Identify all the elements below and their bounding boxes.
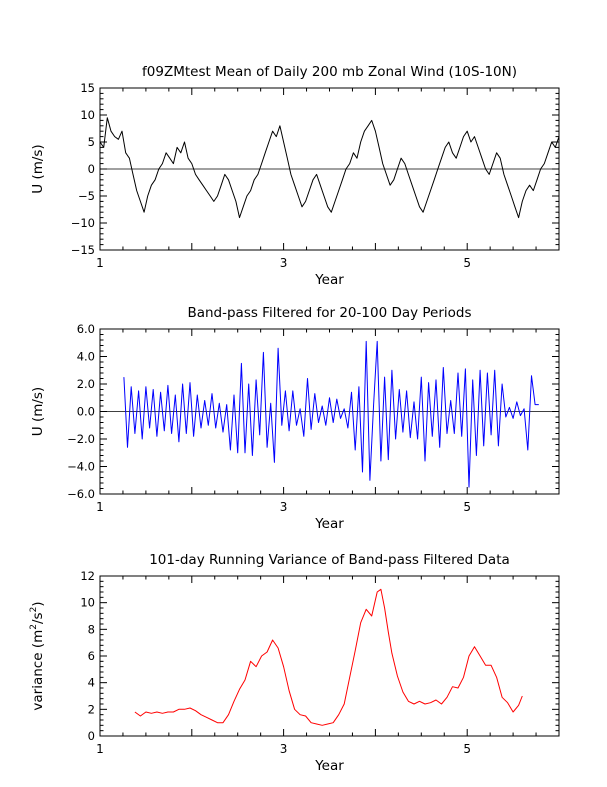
chart-title: Band-pass Filtered for 20-100 Day Period… (187, 305, 471, 321)
x-axis-label: Year (314, 272, 344, 288)
panel-zonal-wind: f09ZMtest Mean of Daily 200 mb Zonal Win… (30, 64, 560, 288)
y-tick-label: 4 (88, 676, 95, 690)
x-tick-label: 5 (463, 742, 471, 756)
y-tick-label: 10 (80, 596, 95, 610)
y-tick-label: −15 (71, 243, 95, 257)
x-tick-label: 5 (463, 256, 471, 270)
chart-title: f09ZMtest Mean of Daily 200 mb Zonal Win… (142, 64, 517, 80)
y-tick-label: −5 (78, 189, 95, 203)
y-tick-label: 2 (88, 702, 95, 716)
y-tick-label: 0 (88, 729, 95, 743)
y-tick-label: 4.0 (77, 350, 95, 364)
y-tick-label: −10 (71, 216, 95, 230)
panel-running-variance: 101-day Running Variance of Band-pass Fi… (29, 552, 560, 774)
y-axis-label: U (m/s) (30, 387, 46, 436)
y-tick-label: 6.0 (77, 322, 95, 336)
y-tick-label: 6 (88, 649, 95, 663)
y-axis-label: U (m/s) (30, 144, 46, 193)
y-tick-label: 10 (80, 108, 95, 122)
data-series-line (134, 588, 523, 726)
x-tick-label: 1 (96, 256, 104, 270)
y-tick-label: −2.0 (67, 432, 95, 446)
y-tick-label: 8 (88, 622, 95, 636)
data-series-line (123, 340, 539, 488)
y-tick-label: 12 (80, 569, 95, 583)
x-tick-label: 5 (463, 500, 471, 514)
x-axis-label: Year (314, 758, 344, 774)
x-tick-label: 3 (280, 742, 288, 756)
x-axis-label: Year (314, 516, 344, 532)
y-tick-label: −4.0 (67, 460, 95, 474)
x-tick-label: 1 (96, 500, 104, 514)
y-tick-label: 5 (88, 135, 95, 149)
y-tick-label: 15 (80, 81, 95, 95)
y-tick-label: 0 (88, 162, 95, 176)
chart-title: 101-day Running Variance of Band-pass Fi… (149, 552, 510, 568)
data-series-line (99, 117, 560, 219)
y-tick-label: 2.0 (77, 377, 95, 391)
panel-band-pass-filtered: Band-pass Filtered for 20-100 Day Period… (30, 305, 560, 532)
y-tick-label: −6.0 (67, 487, 95, 501)
x-tick-label: 3 (280, 500, 288, 514)
y-tick-label: 0.0 (77, 405, 95, 419)
x-tick-label: 1 (96, 742, 104, 756)
y-axis-label: variance (m2/s2) (29, 601, 46, 710)
x-tick-label: 3 (280, 256, 288, 270)
